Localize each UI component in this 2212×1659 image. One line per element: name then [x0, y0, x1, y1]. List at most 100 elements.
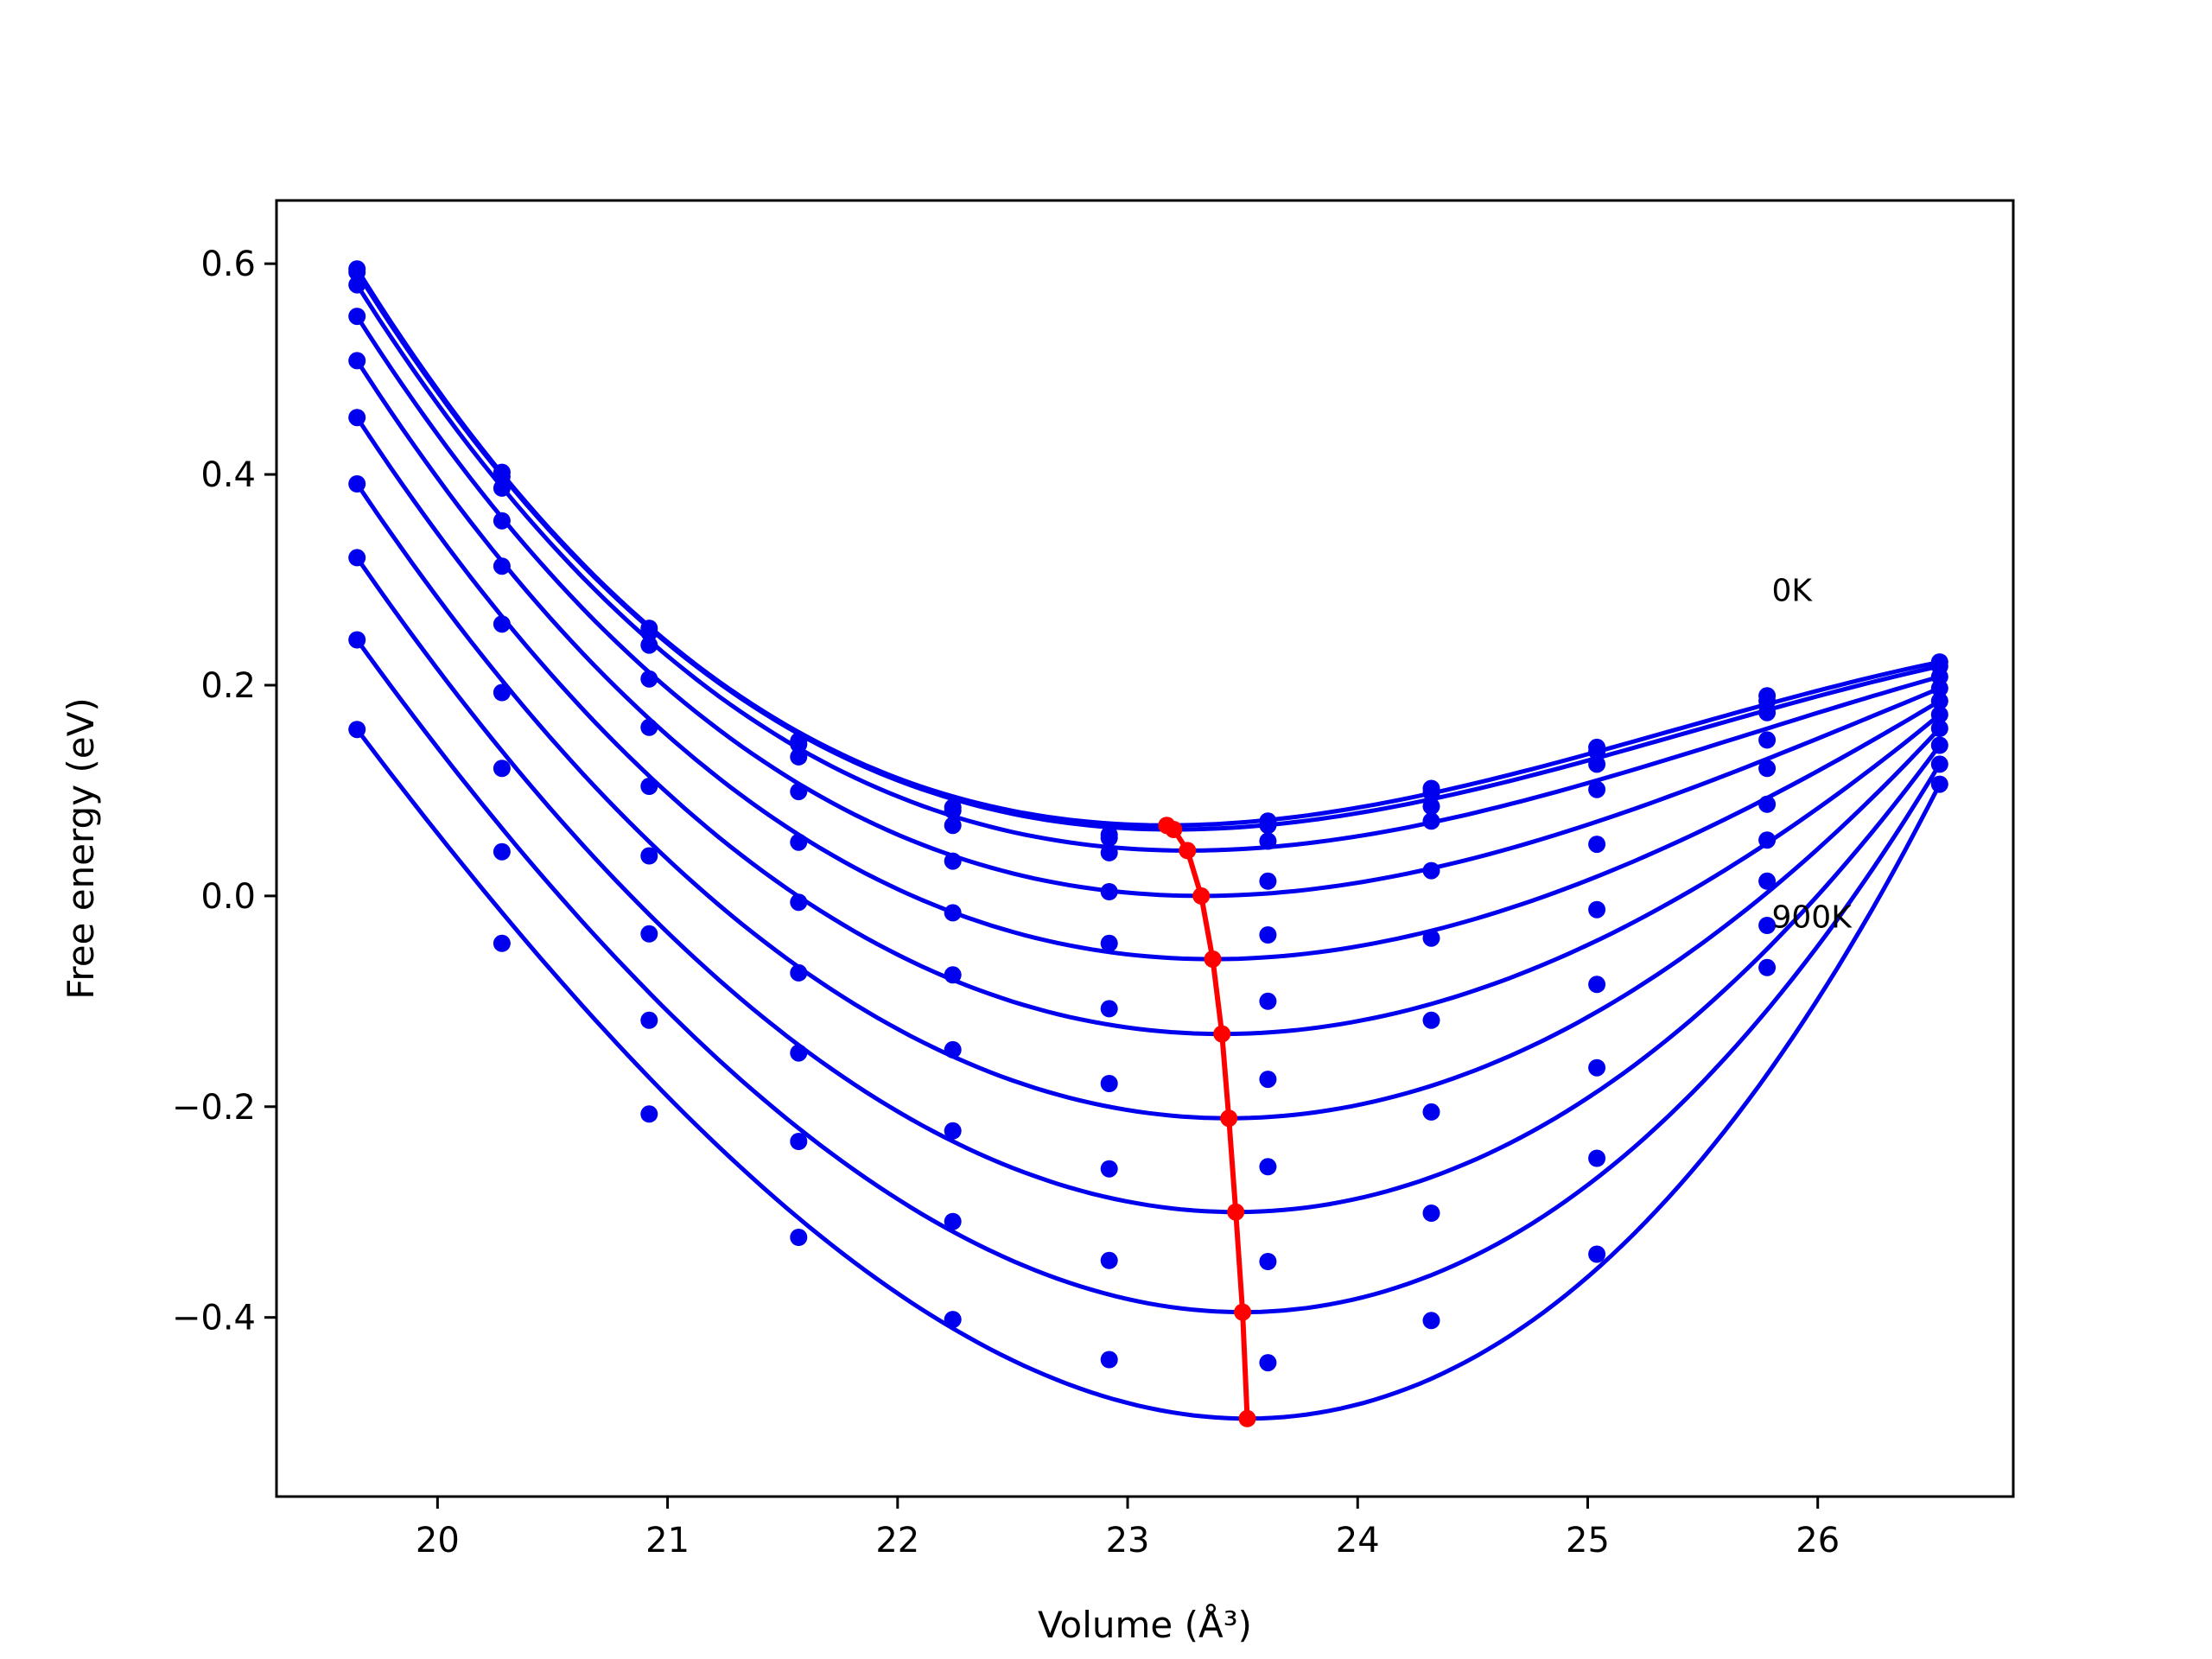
fit-curve-6 — [355, 416, 1942, 1037]
data-point — [1100, 1251, 1118, 1269]
data-point — [1930, 679, 1948, 697]
data-point — [1422, 929, 1440, 947]
minimum-point — [1179, 842, 1197, 860]
data-point — [493, 615, 511, 633]
data-point — [1259, 1071, 1277, 1089]
data-point — [790, 1044, 808, 1062]
data-point — [1930, 775, 1948, 793]
data-point — [1259, 926, 1277, 944]
data-point — [1100, 1000, 1118, 1018]
data-point — [493, 934, 511, 952]
minimum-point — [1220, 1109, 1238, 1128]
data-point — [1588, 1058, 1606, 1077]
data-point — [1422, 1205, 1440, 1222]
data-point — [1259, 992, 1277, 1010]
data-point — [493, 479, 511, 497]
data-point — [790, 747, 808, 766]
fit-curves — [355, 267, 1942, 1421]
data-point — [790, 893, 808, 912]
y-tick-label: −0.4 — [172, 1299, 256, 1338]
data-point — [1588, 1149, 1606, 1167]
data-point — [1100, 934, 1118, 952]
data-point — [640, 847, 658, 865]
data-point — [1259, 872, 1277, 890]
minimum-point — [1204, 950, 1222, 968]
data-point — [1422, 1312, 1440, 1330]
data-point — [1758, 760, 1777, 778]
data-point — [640, 624, 658, 641]
data-point — [1259, 832, 1277, 850]
data-point — [1100, 843, 1118, 861]
data-point — [944, 1040, 962, 1058]
x-axis-ticks: 20 21 22 23 24 25 26 — [416, 1497, 1840, 1560]
data-point — [1758, 958, 1777, 976]
y-tick-label: 0.6 — [200, 245, 256, 284]
minimum-point — [1165, 821, 1183, 838]
data-point — [1259, 1158, 1277, 1176]
data-point — [1758, 731, 1777, 749]
data-point — [640, 718, 658, 736]
data-point — [790, 963, 808, 982]
data-point — [1259, 1253, 1277, 1270]
x-axis-label: Volume (Å³) — [1038, 1603, 1252, 1646]
minimum-point — [1227, 1203, 1245, 1221]
data-point — [1422, 784, 1440, 802]
data-point — [944, 1122, 962, 1140]
minimum-curve — [1158, 817, 1256, 1427]
data-point — [790, 833, 808, 851]
fit-curve-10 — [355, 728, 1942, 1421]
data-point — [944, 852, 962, 870]
data-point — [640, 636, 658, 654]
data-point — [640, 925, 658, 943]
data-point — [348, 409, 366, 427]
data-point — [1100, 1351, 1118, 1369]
data-point — [1422, 798, 1440, 816]
data-point — [1259, 1354, 1277, 1372]
data-point — [348, 263, 366, 281]
x-tick-label: 22 — [875, 1521, 919, 1560]
data-point — [348, 721, 366, 739]
data-point — [1930, 720, 1948, 737]
y-tick-label: 0.2 — [200, 666, 256, 706]
fit-curve-5 — [355, 359, 1942, 962]
data-point — [1259, 817, 1277, 835]
data-point — [1422, 1011, 1440, 1029]
x-tick-label: 25 — [1566, 1521, 1610, 1560]
data-point — [1422, 1103, 1440, 1121]
data-point — [790, 1133, 808, 1150]
data-point — [640, 1011, 658, 1029]
data-point — [790, 1229, 808, 1246]
fit-curve-3 — [355, 283, 1941, 853]
data-point — [348, 276, 366, 294]
data-point — [1100, 883, 1118, 900]
data-point — [1758, 831, 1777, 849]
data-point — [1588, 755, 1606, 773]
minimum-point — [1213, 1025, 1231, 1043]
data-point — [1930, 736, 1948, 754]
data-point — [640, 670, 658, 688]
annotation-900k: 900K — [1772, 900, 1853, 936]
data-point — [1588, 1245, 1606, 1263]
minimum-point — [1234, 1303, 1252, 1321]
data-point — [790, 783, 808, 801]
fit-curve-8 — [355, 556, 1942, 1215]
y-tick-label: 0.0 — [200, 877, 256, 917]
data-point — [348, 352, 366, 370]
data-point — [1100, 1075, 1118, 1092]
data-point — [1100, 829, 1118, 847]
fit-curve-2 — [355, 270, 1941, 832]
annotations: 0K 900K — [1772, 573, 1853, 935]
data-point — [348, 475, 366, 493]
x-tick-label: 20 — [416, 1521, 460, 1560]
data-point — [944, 904, 962, 922]
x-tick-label: 26 — [1796, 1521, 1840, 1560]
data-point — [944, 802, 962, 820]
data-point — [348, 549, 366, 567]
data-point — [493, 512, 511, 530]
data-point — [944, 966, 962, 984]
data-point — [640, 1105, 658, 1123]
y-tick-label: 0.4 — [200, 455, 256, 495]
data-point — [1930, 706, 1948, 724]
fit-curve-9 — [355, 639, 1942, 1315]
